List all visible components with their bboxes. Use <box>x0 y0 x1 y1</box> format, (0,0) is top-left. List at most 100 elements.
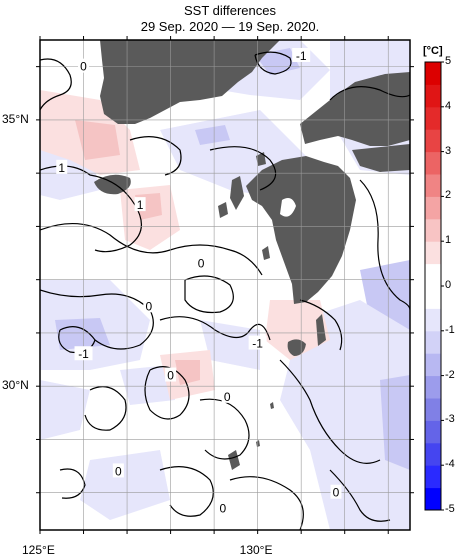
colorbar-tick-label: 4 <box>445 99 452 112</box>
tsushima-island <box>230 176 244 210</box>
cool-patch <box>120 365 175 405</box>
contour-label-bg <box>248 335 267 350</box>
contour-label-bg <box>330 484 342 499</box>
goto-islands <box>218 202 228 218</box>
colorbar-tick-label: -3 <box>445 413 455 426</box>
colorbar-tick-label: -2 <box>445 368 455 381</box>
contour-line <box>84 386 127 431</box>
colorbar <box>424 61 444 511</box>
cool-patch <box>380 375 410 470</box>
warm-patch <box>75 120 120 160</box>
cool-patch <box>55 318 110 350</box>
honshu-land <box>300 72 410 146</box>
longitude-label: 125°E <box>22 543 55 557</box>
contour-label-bg <box>195 255 207 270</box>
contour-line <box>40 222 263 276</box>
colorbar-unit: [°C] <box>423 45 443 57</box>
contour-label-bg <box>221 388 233 403</box>
shikoku-land <box>352 144 410 172</box>
colorbar-segment <box>425 129 441 153</box>
map-subtitle: 29 Sep. 2020 — 19 Sep. 2020. <box>140 19 320 34</box>
contour-line <box>279 359 381 464</box>
cool-patch <box>80 450 170 520</box>
colorbar-segment <box>425 308 441 332</box>
contour-label: 0 <box>224 390 231 404</box>
colorbar-segment <box>425 398 441 421</box>
map-frame <box>39 39 411 531</box>
colorbar-segment <box>425 106 441 130</box>
contour-labels: 0 -1 1 1 0 0 -1 -1 0 0 0 0 0 <box>56 47 342 516</box>
colorbar-tick-label: 0 <box>445 279 452 291</box>
graticule <box>40 40 410 530</box>
contour-label: -1 <box>252 337 263 351</box>
amami-island <box>228 450 240 470</box>
contour-line <box>329 86 410 101</box>
warm-patch <box>265 300 330 360</box>
contour-label-bg <box>165 367 177 382</box>
tokara-island <box>270 402 274 409</box>
longitude-label: 130°E <box>239 543 273 557</box>
contour-line <box>299 299 343 351</box>
colorbar-segment <box>425 442 441 466</box>
colorbar-segment <box>425 487 441 511</box>
contour-label-bg <box>134 197 146 212</box>
colorbar-segment <box>425 62 441 85</box>
contour-label-bg <box>74 346 93 361</box>
colorbar-segment <box>425 241 441 265</box>
contour-line <box>359 179 410 311</box>
cool-patch <box>40 380 90 440</box>
contour-label: 0 <box>80 60 87 74</box>
colorbar-tick-label: -1 <box>445 323 455 336</box>
contour-label-bg <box>78 58 90 73</box>
cool-patch <box>195 125 230 145</box>
colorbar-segment <box>425 353 441 377</box>
cool-patch <box>200 320 260 370</box>
contour-line <box>159 316 271 341</box>
warm-patch <box>175 360 200 385</box>
contour-label-bg <box>143 298 155 313</box>
colorbar-tick-label: -4 <box>445 458 455 471</box>
contour-line <box>40 58 72 111</box>
korea-land <box>100 40 280 124</box>
contour-label: 0 <box>145 299 152 313</box>
contour-line <box>159 466 214 517</box>
contour-line <box>129 136 182 176</box>
contour-label: 0 <box>219 502 226 516</box>
colorbar-tick-label: -5 <box>445 503 455 515</box>
colorbar-tick-label: 2 <box>445 189 452 202</box>
koshiki-islands <box>262 246 270 260</box>
contour-line <box>229 476 304 530</box>
contour-line <box>254 51 292 75</box>
colorbar-segment <box>425 330 441 354</box>
latitude-label: 35°N <box>2 111 29 126</box>
colorbar-tick-label: 1 <box>445 234 452 247</box>
colorbar-tick-label: 3 <box>445 144 452 157</box>
colorbar-segment <box>425 375 441 399</box>
contour-label: -1 <box>78 347 89 361</box>
contour-label-bg <box>217 500 229 515</box>
colorbar-segment <box>425 84 441 108</box>
iki-island <box>256 152 266 166</box>
contour-line <box>209 146 277 191</box>
map-title: SST differences <box>183 3 276 18</box>
colorbar-tick-label: 5 <box>445 55 452 67</box>
contour-label: 1 <box>58 161 65 175</box>
tokara-island <box>256 440 260 447</box>
colorbar-segment <box>425 420 441 444</box>
contour-line <box>329 469 391 522</box>
colorbar-segment <box>425 218 441 242</box>
colorbar-segment <box>425 263 441 287</box>
contour-label-bg <box>292 47 311 62</box>
contour-line <box>59 468 86 499</box>
contour-label: 0 <box>198 257 205 271</box>
contour-line <box>184 275 234 314</box>
contour-label-bg <box>112 463 124 478</box>
contour-label: 0 <box>167 369 174 383</box>
colorbar-segment <box>425 286 441 309</box>
colorbar-segment <box>425 196 441 220</box>
colorbar-segment <box>425 151 441 175</box>
axis-ticks <box>36 36 414 534</box>
latitude-label: 30°N <box>2 378 29 393</box>
contour-label: -1 <box>296 49 307 63</box>
